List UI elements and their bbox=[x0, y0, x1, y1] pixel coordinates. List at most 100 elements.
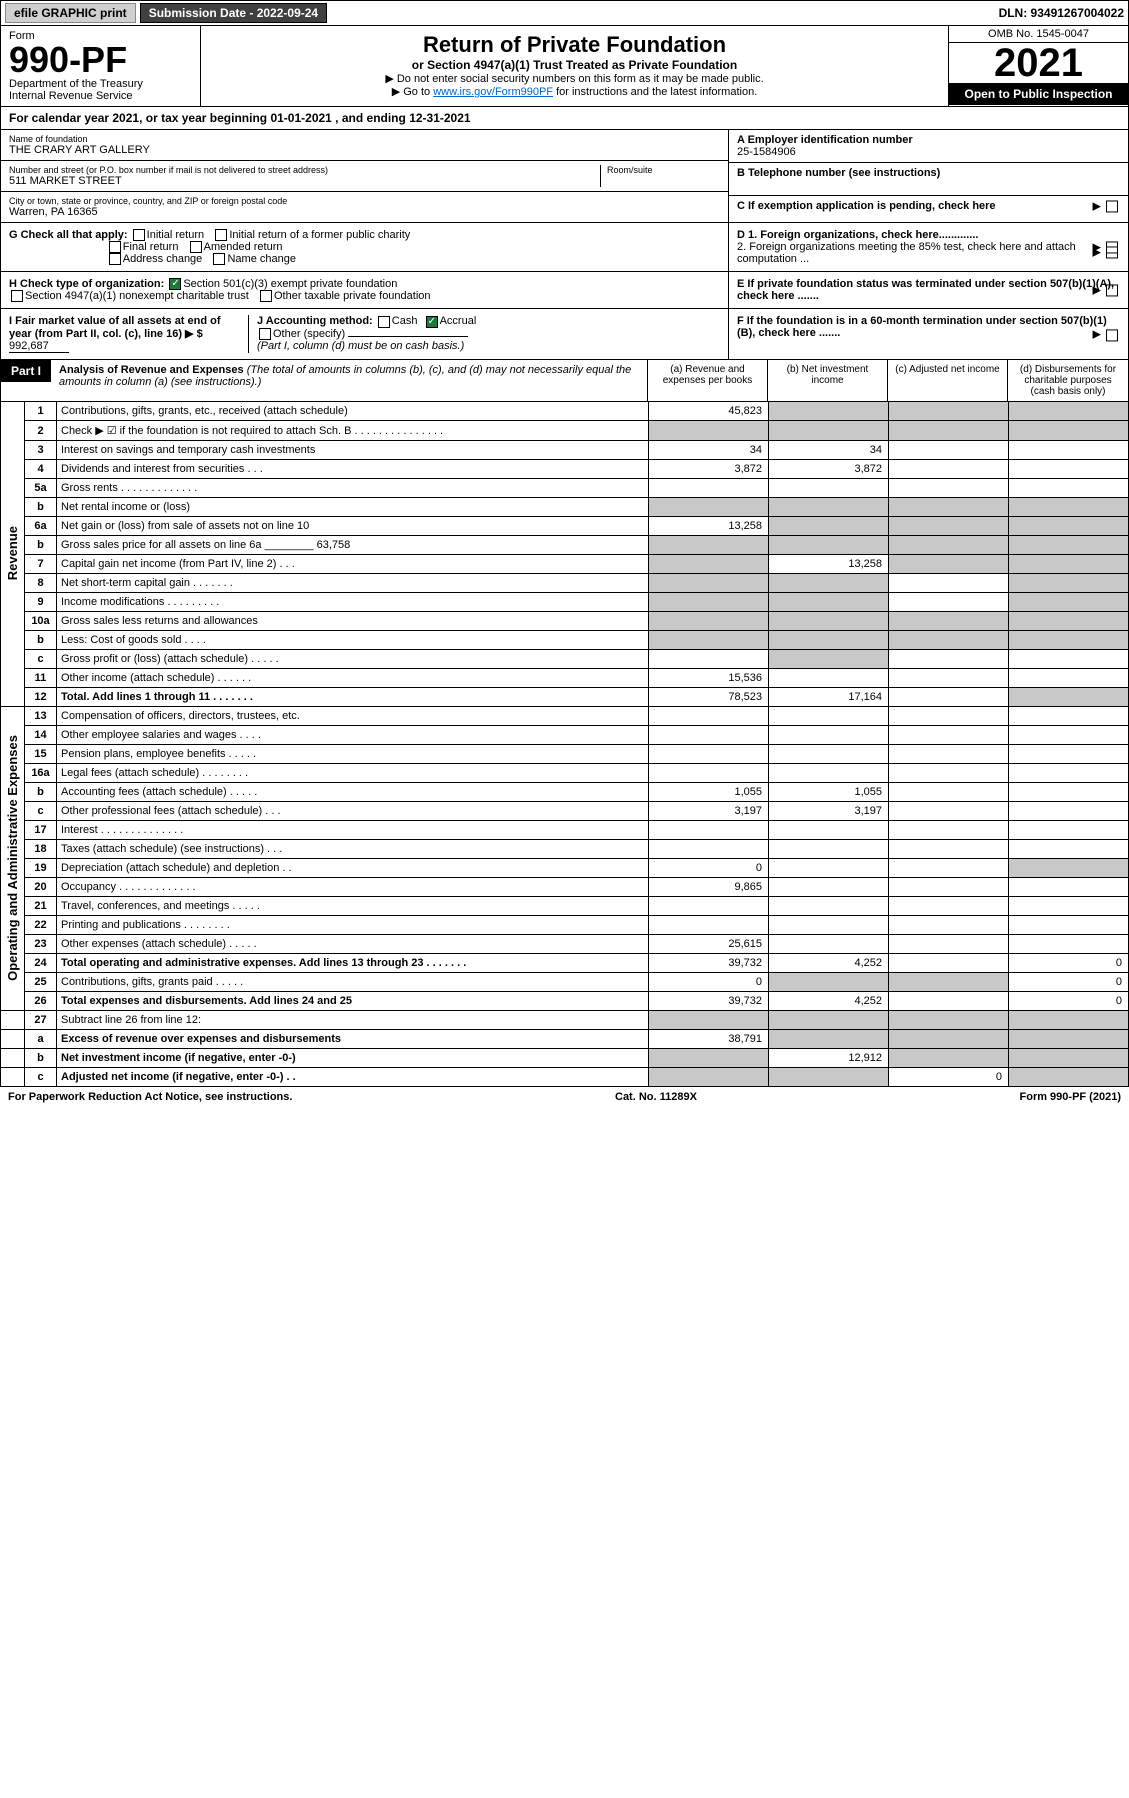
g-initial-return[interactable] bbox=[133, 229, 145, 241]
amount-b bbox=[769, 764, 889, 783]
amount-c bbox=[889, 421, 1009, 441]
amount-a bbox=[649, 726, 769, 745]
amount-b bbox=[769, 821, 889, 840]
amount-d bbox=[1009, 421, 1129, 441]
amount-c bbox=[889, 992, 1009, 1011]
name-label: Name of foundation bbox=[9, 134, 720, 144]
amount-a bbox=[649, 707, 769, 726]
line-number: 16a bbox=[25, 764, 57, 783]
amount-b bbox=[769, 536, 889, 555]
ein-label: A Employer identification number bbox=[737, 134, 1120, 146]
amount-d bbox=[1009, 764, 1129, 783]
amount-a: 78,523 bbox=[649, 688, 769, 707]
amount-a bbox=[649, 1011, 769, 1030]
col-d-header: (d) Disbursements for charitable purpose… bbox=[1008, 360, 1128, 401]
line-desc: Pension plans, employee benefits . . . .… bbox=[57, 745, 649, 764]
amount-a bbox=[649, 555, 769, 574]
col-a-header: (a) Revenue and expenses per books bbox=[648, 360, 768, 401]
line-desc: Gross profit or (loss) (attach schedule)… bbox=[57, 650, 649, 669]
amount-b bbox=[769, 479, 889, 498]
amount-d bbox=[1009, 593, 1129, 612]
amount-a: 34 bbox=[649, 441, 769, 460]
line-desc: Gross sales price for all assets on line… bbox=[57, 536, 649, 555]
line-desc: Travel, conferences, and meetings . . . … bbox=[57, 897, 649, 916]
amount-b bbox=[769, 1030, 889, 1049]
g-final-return[interactable] bbox=[109, 241, 121, 253]
line-number: 8 bbox=[25, 574, 57, 593]
amount-d bbox=[1009, 555, 1129, 574]
amount-d bbox=[1009, 897, 1129, 916]
line-desc: Printing and publications . . . . . . . … bbox=[57, 916, 649, 935]
j-accrual[interactable] bbox=[426, 316, 438, 328]
amount-b: 34 bbox=[769, 441, 889, 460]
amount-b bbox=[769, 498, 889, 517]
amount-a bbox=[649, 650, 769, 669]
amount-a bbox=[649, 574, 769, 593]
form-subtitle: or Section 4947(a)(1) Trust Treated as P… bbox=[207, 58, 942, 72]
amount-a: 39,732 bbox=[649, 954, 769, 973]
amount-d bbox=[1009, 916, 1129, 935]
amount-d bbox=[1009, 1068, 1129, 1087]
e-checkbox[interactable] bbox=[1106, 285, 1118, 297]
line-desc: Accounting fees (attach schedule) . . . … bbox=[57, 783, 649, 802]
d1-label: D 1. Foreign organizations, check here..… bbox=[737, 229, 978, 241]
g-address-change[interactable] bbox=[109, 253, 121, 265]
cat-no: Cat. No. 11289X bbox=[615, 1091, 697, 1103]
fmv-value: 992,687 bbox=[9, 340, 69, 353]
amount-c bbox=[889, 859, 1009, 878]
line-desc: Net short-term capital gain . . . . . . … bbox=[57, 574, 649, 593]
dln: DLN: 93491267004022 bbox=[999, 6, 1124, 20]
amount-b: 4,252 bbox=[769, 992, 889, 1011]
amount-a bbox=[649, 612, 769, 631]
amount-d bbox=[1009, 688, 1129, 707]
amount-d bbox=[1009, 859, 1129, 878]
addr-label: Number and street (or P.O. box number if… bbox=[9, 165, 600, 175]
amount-b bbox=[769, 897, 889, 916]
amount-d bbox=[1009, 650, 1129, 669]
amount-b bbox=[769, 669, 889, 688]
amount-c bbox=[889, 441, 1009, 460]
amount-d bbox=[1009, 574, 1129, 593]
amount-b: 13,258 bbox=[769, 555, 889, 574]
h-4947[interactable] bbox=[11, 290, 23, 302]
line-number: 7 bbox=[25, 555, 57, 574]
g-name-change[interactable] bbox=[213, 253, 225, 265]
amount-b: 1,055 bbox=[769, 783, 889, 802]
efile-button[interactable]: efile GRAPHIC print bbox=[5, 3, 136, 23]
f-checkbox[interactable] bbox=[1106, 329, 1118, 341]
c-checkbox[interactable] bbox=[1106, 201, 1118, 213]
amount-a bbox=[649, 593, 769, 612]
amount-c bbox=[889, 555, 1009, 574]
c-label: C If exemption application is pending, c… bbox=[737, 200, 996, 212]
amount-c bbox=[889, 669, 1009, 688]
j-cash[interactable] bbox=[378, 316, 390, 328]
g-initial-former[interactable] bbox=[215, 229, 227, 241]
line-number: 4 bbox=[25, 460, 57, 479]
amount-d bbox=[1009, 840, 1129, 859]
h-other-taxable[interactable] bbox=[260, 290, 272, 302]
amount-d bbox=[1009, 612, 1129, 631]
e-label: E If private foundation status was termi… bbox=[737, 278, 1114, 302]
ij-row: I Fair market value of all assets at end… bbox=[0, 309, 1129, 360]
g-amended[interactable] bbox=[190, 241, 202, 253]
amount-c bbox=[889, 593, 1009, 612]
address: 511 MARKET STREET bbox=[9, 175, 600, 187]
line-number: 5a bbox=[25, 479, 57, 498]
part1-header-row: Part I Analysis of Revenue and Expenses … bbox=[0, 360, 1129, 402]
irs-link[interactable]: www.irs.gov/Form990PF bbox=[433, 86, 553, 98]
blank-label bbox=[1, 1011, 25, 1030]
line-desc: Other professional fees (attach schedule… bbox=[57, 802, 649, 821]
line-number: 20 bbox=[25, 878, 57, 897]
amount-c bbox=[889, 726, 1009, 745]
amount-d bbox=[1009, 402, 1129, 421]
amount-d bbox=[1009, 536, 1129, 555]
d2-checkbox[interactable] bbox=[1106, 247, 1118, 259]
h-501c3[interactable] bbox=[169, 278, 181, 290]
amount-a: 13,258 bbox=[649, 517, 769, 536]
amount-d: 0 bbox=[1009, 973, 1129, 992]
line-desc: Net rental income or (loss) bbox=[57, 498, 649, 517]
j-other[interactable] bbox=[259, 328, 271, 340]
amount-d bbox=[1009, 460, 1129, 479]
line-number: c bbox=[25, 802, 57, 821]
amount-b: 17,164 bbox=[769, 688, 889, 707]
